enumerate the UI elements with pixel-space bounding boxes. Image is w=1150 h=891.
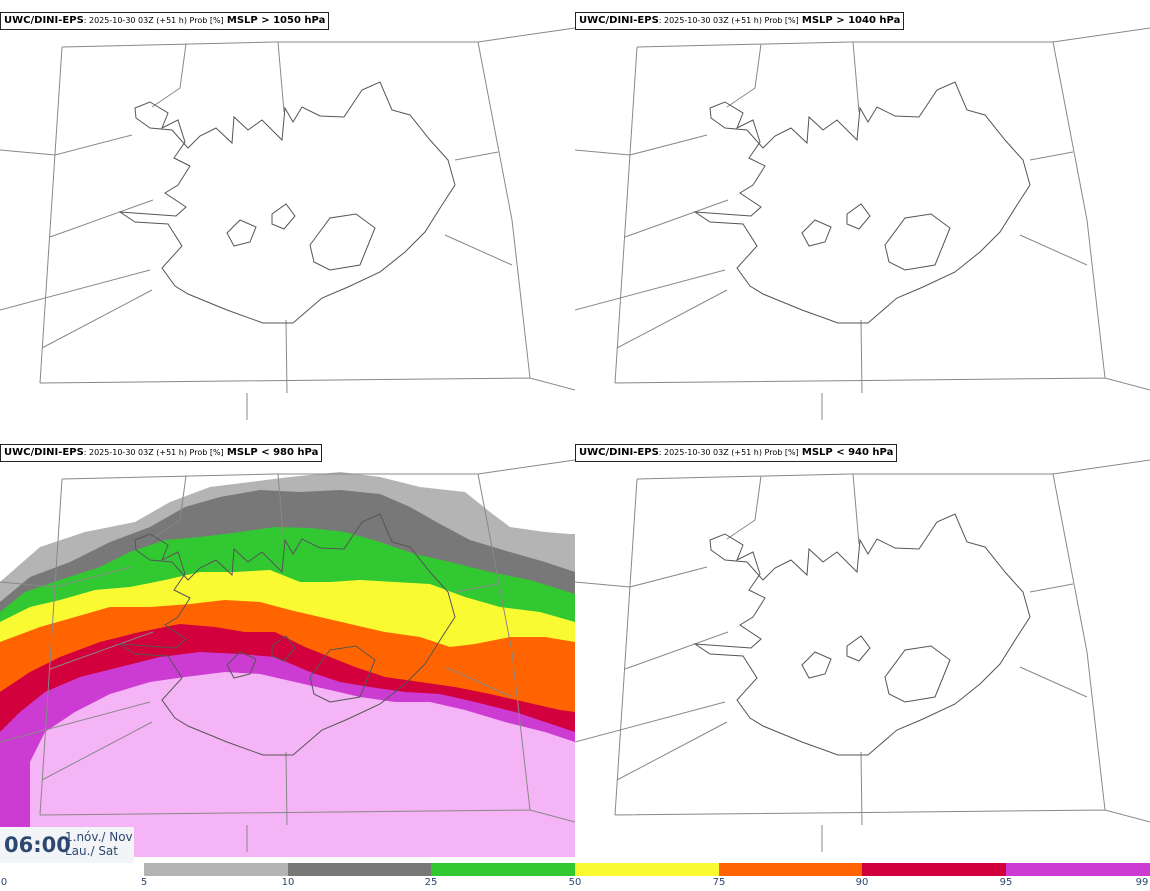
legend-bin [862, 863, 1006, 876]
panel-title: UWC/DINI-EPS: 2025-10-30 03Z (+51 h) Pro… [575, 444, 898, 462]
map-panel-mslp-lt-980: UWC/DINI-EPS: 2025-10-30 03Z (+51 h) Pro… [0, 432, 575, 857]
valid-date-line1: 1.nóv./ Nov [65, 830, 133, 844]
valid-time-box: 06:00 1.nóv./ Nov Lau./ Sat [0, 827, 134, 863]
legend-bin [288, 863, 431, 876]
map-panel-mslp-gt-1050: UWC/DINI-EPS: 2025-10-30 03Z (+51 h) Pro… [0, 0, 575, 425]
iceland-coastline [693, 81, 1031, 324]
region-boundaries [575, 459, 1150, 852]
region-boundaries [0, 27, 575, 420]
basemap [0, 27, 575, 420]
valid-time: 06:00 [4, 833, 71, 857]
legend-bin [144, 863, 288, 876]
valid-date-line2: Lau./ Sat [65, 844, 118, 858]
iceland-coastline [118, 513, 456, 756]
legend-tick: 95 [999, 877, 1013, 888]
color-legend: 0 5 10 25 50 75 90 95 99 [0, 862, 1150, 891]
map-panel-mslp-lt-940: UWC/DINI-EPS: 2025-10-30 03Z (+51 h) Pro… [575, 432, 1150, 857]
legend-bin [719, 863, 862, 876]
basemap [575, 27, 1150, 420]
region-boundaries [0, 459, 575, 852]
legend-tick: 90 [855, 877, 869, 888]
legend-tick: 0 [0, 877, 8, 888]
region-boundaries [575, 27, 1150, 420]
basemap [0, 459, 575, 857]
iceland-coastline [693, 513, 1031, 756]
legend-tick: 5 [140, 877, 148, 888]
panel-title: UWC/DINI-EPS: 2025-10-30 03Z (+51 h) Pro… [0, 444, 323, 462]
iceland-coastline [118, 81, 456, 324]
legend-tick: 75 [712, 877, 726, 888]
legend-bin [0, 863, 144, 876]
legend-bin [575, 863, 719, 876]
legend-tick: 50 [568, 877, 582, 888]
legend-tick: 10 [281, 877, 295, 888]
legend-bin [431, 863, 575, 876]
basemap [575, 459, 1150, 852]
legend-tick: 99 [1135, 877, 1149, 888]
valid-date: 1.nóv./ Nov Lau./ Sat [65, 830, 133, 858]
legend-bin [1006, 863, 1150, 876]
map-panel-mslp-gt-1040: UWC/DINI-EPS: 2025-10-30 03Z (+51 h) Pro… [575, 0, 1150, 425]
panel-title: UWC/DINI-EPS: 2025-10-30 03Z (+51 h) Pro… [575, 12, 905, 30]
panel-title: UWC/DINI-EPS: 2025-10-30 03Z (+51 h) Pro… [0, 12, 330, 30]
legend-tick: 25 [424, 877, 438, 888]
